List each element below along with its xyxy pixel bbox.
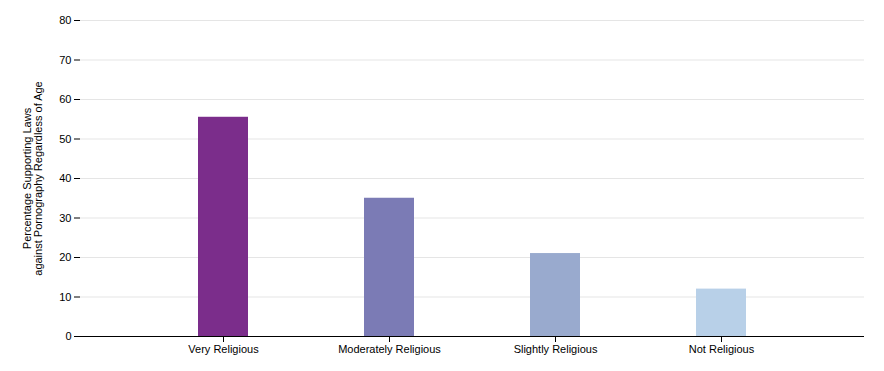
svg-text:Not Religious: Not Religious — [689, 343, 755, 355]
svg-text:10: 10 — [59, 291, 71, 303]
svg-text:60: 60 — [59, 93, 71, 105]
svg-text:70: 70 — [59, 54, 71, 66]
svg-text:50: 50 — [59, 133, 71, 145]
svg-text:Slightly Religious: Slightly Religious — [514, 343, 598, 355]
svg-text:Moderately Religious: Moderately Religious — [338, 343, 441, 355]
svg-text:40: 40 — [59, 172, 71, 184]
svg-text:30: 30 — [59, 212, 71, 224]
svg-text:80: 80 — [59, 14, 71, 26]
svg-text:0: 0 — [65, 330, 71, 342]
svg-text:Very Religious: Very Religious — [188, 343, 259, 355]
svg-text:20: 20 — [59, 251, 71, 263]
svg-text:Percentage Supporting Lawsagai: Percentage Supporting Lawsagainst Pornog… — [21, 81, 44, 275]
